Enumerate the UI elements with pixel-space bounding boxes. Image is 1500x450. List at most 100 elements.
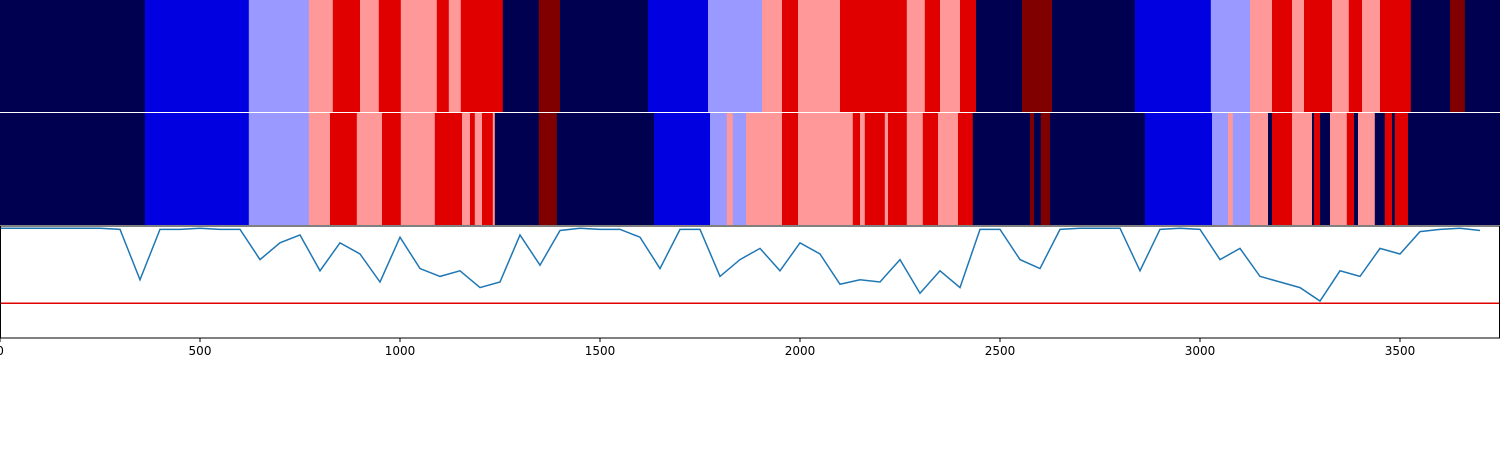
- segment: [1410, 0, 1451, 112]
- segment: [1228, 113, 1234, 225]
- segment: [1030, 113, 1035, 225]
- segment: [470, 113, 476, 225]
- x-tick-label: 500: [189, 344, 212, 358]
- segment: [708, 0, 763, 112]
- segment: [1408, 113, 1500, 225]
- segment: [1346, 113, 1355, 225]
- segment: [648, 0, 709, 112]
- segment: [1392, 113, 1396, 225]
- segment: [864, 113, 886, 225]
- segment: [382, 113, 402, 225]
- segment: [782, 113, 799, 225]
- segment: [1034, 113, 1042, 225]
- segment: [538, 113, 558, 225]
- segment: [840, 0, 908, 112]
- segment: [922, 113, 939, 225]
- segment: [360, 0, 380, 112]
- segment: [1250, 113, 1269, 225]
- segment: [732, 113, 747, 225]
- segment: [758, 113, 783, 225]
- segment: [1320, 113, 1331, 225]
- segment: [502, 0, 540, 112]
- segment: [248, 113, 310, 225]
- segment: [958, 113, 974, 225]
- segment: [1144, 113, 1213, 225]
- segment: [940, 0, 961, 112]
- x-tick-label: 0: [0, 344, 4, 358]
- axes-frame: [0, 225, 1500, 339]
- segment: [1212, 113, 1229, 225]
- segment: [144, 0, 250, 112]
- segment: [960, 0, 977, 112]
- segment: [1272, 113, 1293, 225]
- segment: [560, 0, 649, 112]
- segment: [1050, 113, 1146, 225]
- segment: [1134, 0, 1212, 112]
- segment: [710, 113, 728, 225]
- segment: [308, 113, 331, 225]
- segment: [1312, 113, 1315, 225]
- segment: [1210, 0, 1251, 112]
- segment: [538, 0, 561, 112]
- segment: [1374, 113, 1386, 225]
- segment: [144, 113, 250, 225]
- segment: [798, 113, 854, 225]
- segment: [654, 113, 711, 225]
- segment: [482, 113, 494, 225]
- segment: [976, 0, 1023, 112]
- segment: [248, 0, 310, 112]
- x-tick-label: 3000: [1185, 344, 1216, 358]
- segment: [1354, 113, 1359, 225]
- segment: [860, 113, 866, 225]
- segment: [1052, 0, 1136, 112]
- segment: [400, 113, 436, 225]
- segment: [852, 113, 861, 225]
- x-tick-label: 1500: [585, 344, 616, 358]
- segment: [1332, 0, 1350, 112]
- x-tick-label: 1000: [385, 344, 416, 358]
- segment: [1464, 0, 1500, 112]
- segment: [1362, 0, 1381, 112]
- segment: [556, 113, 655, 225]
- segment: [746, 113, 759, 225]
- segment: [460, 0, 504, 112]
- segment: [1250, 0, 1273, 112]
- segment: [1380, 0, 1412, 112]
- x-tick-label: 2000: [785, 344, 816, 358]
- segment: [0, 113, 146, 225]
- segment: [782, 0, 799, 112]
- line-series: [0, 227, 1481, 303]
- segment: [884, 113, 889, 225]
- segment: [762, 0, 783, 112]
- segment: [1040, 113, 1051, 225]
- segment: [798, 0, 841, 112]
- segment: [1348, 0, 1363, 112]
- segment: [1398, 113, 1409, 225]
- segment: [1330, 113, 1348, 225]
- x-tick-label: 3500: [1385, 344, 1416, 358]
- segment: [378, 0, 402, 112]
- segment: [1384, 113, 1393, 225]
- segment: [1314, 113, 1321, 225]
- segment: [906, 0, 926, 112]
- segment: [1304, 0, 1333, 112]
- segment: [888, 113, 908, 225]
- segment: [494, 113, 540, 225]
- segment: [332, 0, 361, 112]
- segment: [1292, 0, 1305, 112]
- segment: [492, 113, 496, 225]
- segment: [330, 113, 358, 225]
- segment: [1272, 0, 1293, 112]
- segment: [308, 0, 334, 112]
- segment: [972, 113, 1031, 225]
- segment: [938, 113, 959, 225]
- segment: [906, 113, 924, 225]
- segment: [474, 113, 483, 225]
- segment: [1268, 113, 1273, 225]
- segment: [726, 113, 734, 225]
- segment: [1292, 113, 1313, 225]
- segment: [1232, 113, 1251, 225]
- segment: [400, 0, 438, 112]
- segment: [434, 113, 463, 225]
